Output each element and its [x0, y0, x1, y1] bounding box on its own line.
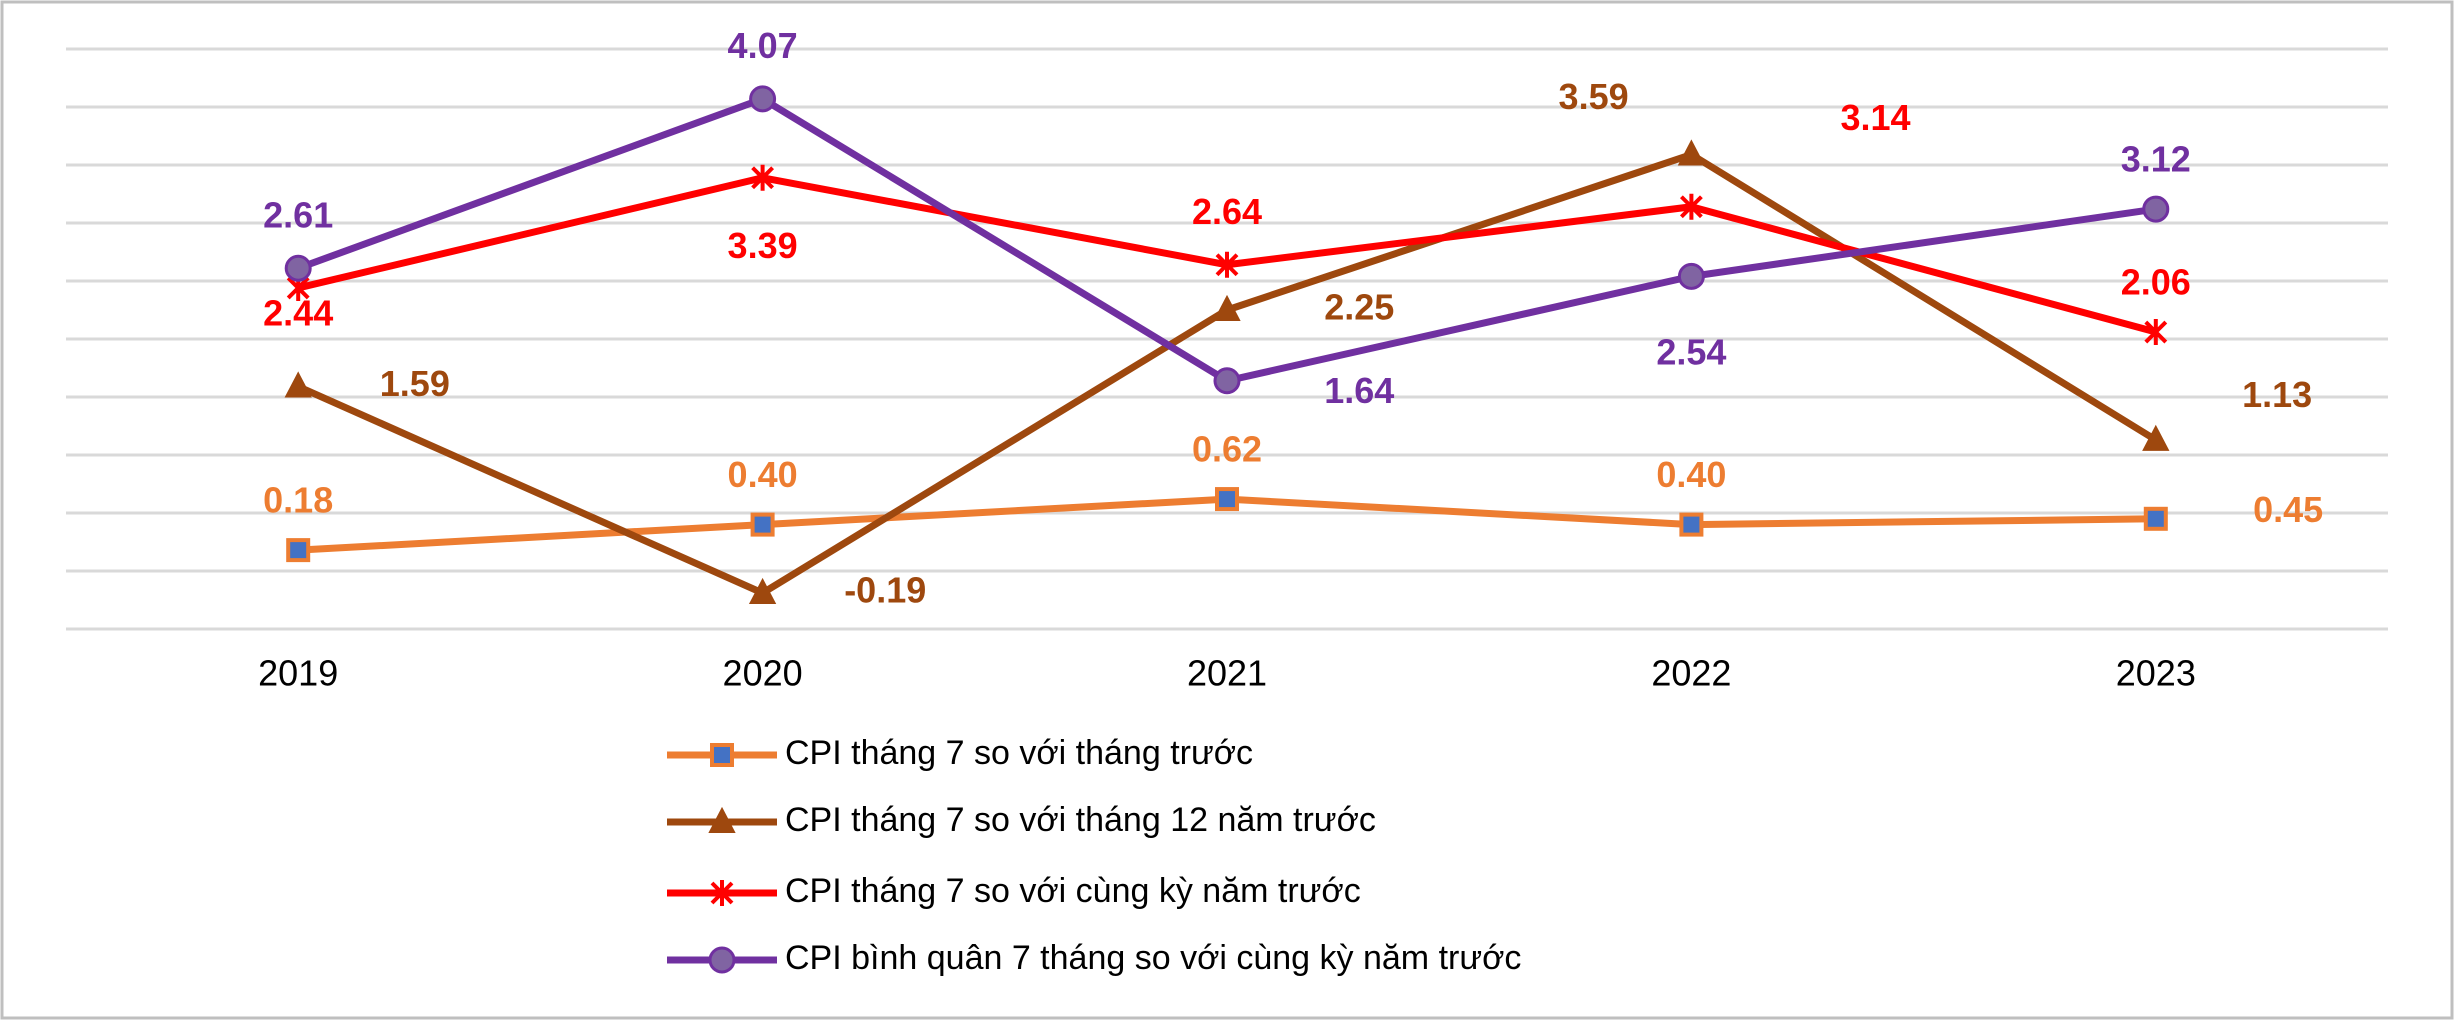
data-label: 0.40 — [728, 454, 798, 495]
legend-marker — [708, 946, 736, 974]
data-label: -0.19 — [844, 570, 926, 611]
x-tick-label: 2021 — [1187, 653, 1267, 694]
marker — [1215, 251, 1239, 278]
marker — [284, 254, 312, 282]
legend-label: CPI tháng 7 so với cùng kỳ năm trước — [785, 872, 1361, 910]
marker — [2144, 319, 2168, 346]
data-label: 2.54 — [1656, 331, 1726, 372]
marker — [2142, 424, 2170, 451]
data-label: 4.07 — [728, 25, 798, 66]
marker — [1215, 487, 1239, 512]
marker — [1679, 512, 1704, 537]
legend-label: CPI tháng 7 so với tháng trước — [785, 734, 1253, 772]
x-tick-label: 2019 — [258, 653, 338, 694]
data-label: 0.18 — [263, 480, 333, 521]
data-label: 1.59 — [380, 363, 450, 404]
data-label: 3.12 — [2121, 139, 2191, 180]
data-label: 2.64 — [1192, 191, 1262, 232]
data-label: 1.64 — [1324, 370, 1394, 411]
marker — [749, 85, 777, 113]
data-label: 2.25 — [1324, 287, 1394, 328]
data-label: 0.45 — [2253, 489, 2323, 530]
marker — [286, 538, 311, 563]
data-label: 2.06 — [2121, 261, 2191, 302]
legend-label: CPI tháng 7 so với tháng 12 năm trước — [785, 801, 1376, 839]
legend-marker — [708, 806, 736, 833]
marker — [751, 164, 775, 191]
marker — [750, 512, 775, 537]
x-tick-label: 2023 — [2116, 653, 2196, 694]
marker — [2142, 195, 2170, 223]
legend-marker — [710, 743, 734, 767]
legend-marker — [710, 880, 734, 906]
data-label: 3.59 — [1559, 76, 1629, 117]
x-tick-label: 2022 — [1651, 653, 1731, 694]
marker — [1677, 139, 1706, 166]
marker — [1677, 262, 1705, 290]
x-tick-label: 2020 — [723, 653, 803, 694]
marker — [1213, 367, 1241, 395]
data-label: 0.62 — [1192, 429, 1262, 470]
marker — [748, 577, 777, 605]
marker — [1213, 294, 1241, 321]
data-label: 3.14 — [1840, 97, 1910, 138]
marker — [2143, 506, 2168, 531]
marker — [284, 371, 312, 398]
data-label: 3.39 — [728, 225, 798, 266]
data-label: 0.40 — [1656, 454, 1726, 495]
data-label: 2.44 — [263, 293, 333, 334]
legend-label: CPI bình quân 7 tháng so với cùng kỳ năm… — [785, 939, 1521, 977]
data-label: 1.13 — [2242, 374, 2312, 415]
data-label: 2.61 — [263, 195, 333, 236]
marker — [1679, 193, 1703, 220]
